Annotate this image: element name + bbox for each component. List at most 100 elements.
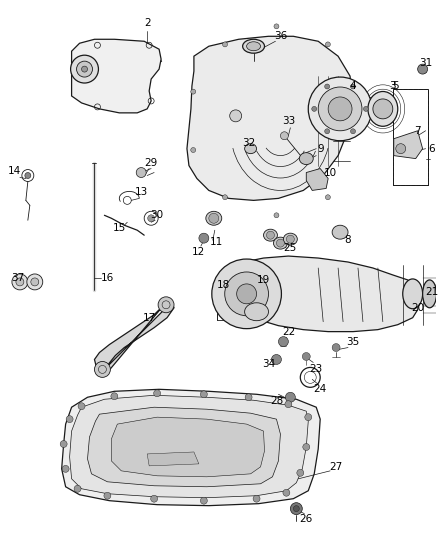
Text: 12: 12 <box>192 247 205 257</box>
Text: 15: 15 <box>113 223 126 233</box>
Circle shape <box>27 274 43 290</box>
Text: 10: 10 <box>324 167 337 177</box>
Circle shape <box>272 354 282 365</box>
Ellipse shape <box>423 280 437 308</box>
Circle shape <box>62 465 69 472</box>
Circle shape <box>199 233 209 243</box>
Circle shape <box>276 239 284 247</box>
Text: 5: 5 <box>392 81 399 91</box>
Text: 20: 20 <box>411 303 424 313</box>
Circle shape <box>77 61 92 77</box>
Text: 22: 22 <box>282 327 295 337</box>
Circle shape <box>31 278 39 286</box>
Circle shape <box>350 129 356 134</box>
Text: 13: 13 <box>134 188 148 197</box>
Circle shape <box>297 470 304 477</box>
Circle shape <box>290 503 302 514</box>
Text: 3: 3 <box>389 81 396 91</box>
Polygon shape <box>88 407 280 487</box>
Circle shape <box>95 361 110 377</box>
Circle shape <box>305 414 312 421</box>
Circle shape <box>66 416 73 423</box>
Text: 31: 31 <box>419 58 432 68</box>
Circle shape <box>312 107 317 111</box>
Polygon shape <box>70 395 308 498</box>
Text: 35: 35 <box>346 336 360 346</box>
Circle shape <box>225 272 268 316</box>
Circle shape <box>286 235 294 243</box>
Circle shape <box>332 344 340 352</box>
Circle shape <box>111 393 118 400</box>
Text: 14: 14 <box>8 166 21 175</box>
Circle shape <box>200 391 207 398</box>
Text: 29: 29 <box>145 158 158 167</box>
Ellipse shape <box>299 152 313 165</box>
Text: 28: 28 <box>270 396 283 406</box>
Text: 7: 7 <box>414 126 421 136</box>
Text: 18: 18 <box>217 280 230 290</box>
Circle shape <box>230 110 242 122</box>
Text: 27: 27 <box>329 462 343 472</box>
Polygon shape <box>147 452 199 466</box>
Circle shape <box>280 132 288 140</box>
Circle shape <box>418 64 427 74</box>
Text: 23: 23 <box>310 365 323 374</box>
Circle shape <box>223 195 227 200</box>
Ellipse shape <box>283 233 297 245</box>
Circle shape <box>212 259 282 329</box>
Circle shape <box>286 392 295 402</box>
Ellipse shape <box>245 144 257 154</box>
Circle shape <box>158 297 174 313</box>
Circle shape <box>274 24 279 29</box>
Polygon shape <box>187 36 353 200</box>
Circle shape <box>308 77 372 141</box>
Text: 33: 33 <box>282 116 295 126</box>
Circle shape <box>285 401 292 408</box>
Circle shape <box>325 84 330 89</box>
Text: 11: 11 <box>210 237 223 247</box>
Polygon shape <box>95 303 174 373</box>
Text: 30: 30 <box>151 211 164 220</box>
Circle shape <box>303 443 310 450</box>
Circle shape <box>364 107 368 111</box>
Circle shape <box>253 495 260 502</box>
Circle shape <box>245 394 252 401</box>
Text: 26: 26 <box>300 514 313 523</box>
Circle shape <box>154 390 161 397</box>
Circle shape <box>325 129 330 134</box>
Text: 8: 8 <box>345 235 351 245</box>
Circle shape <box>74 485 81 492</box>
Ellipse shape <box>273 237 287 249</box>
Ellipse shape <box>245 303 268 321</box>
Circle shape <box>237 284 257 304</box>
Text: 25: 25 <box>284 243 297 253</box>
Ellipse shape <box>332 225 348 239</box>
Circle shape <box>325 195 330 200</box>
Circle shape <box>373 99 393 119</box>
Circle shape <box>191 89 196 94</box>
Text: 34: 34 <box>262 359 275 369</box>
Ellipse shape <box>368 92 398 126</box>
Text: 21: 21 <box>425 287 438 297</box>
Circle shape <box>283 489 290 496</box>
Polygon shape <box>71 39 161 113</box>
Text: 17: 17 <box>142 313 156 322</box>
Circle shape <box>60 440 67 448</box>
Circle shape <box>209 213 219 223</box>
Ellipse shape <box>247 42 261 51</box>
Polygon shape <box>111 417 265 477</box>
Polygon shape <box>225 256 420 332</box>
Circle shape <box>104 492 111 499</box>
Text: 32: 32 <box>242 138 255 148</box>
Ellipse shape <box>243 39 265 53</box>
Polygon shape <box>394 131 423 159</box>
Circle shape <box>325 42 330 47</box>
Circle shape <box>302 352 310 360</box>
Text: 16: 16 <box>101 273 114 283</box>
Circle shape <box>274 213 279 218</box>
Circle shape <box>279 337 288 346</box>
Circle shape <box>396 144 406 154</box>
Text: 4: 4 <box>350 81 357 91</box>
Circle shape <box>200 497 207 504</box>
Circle shape <box>318 87 362 131</box>
